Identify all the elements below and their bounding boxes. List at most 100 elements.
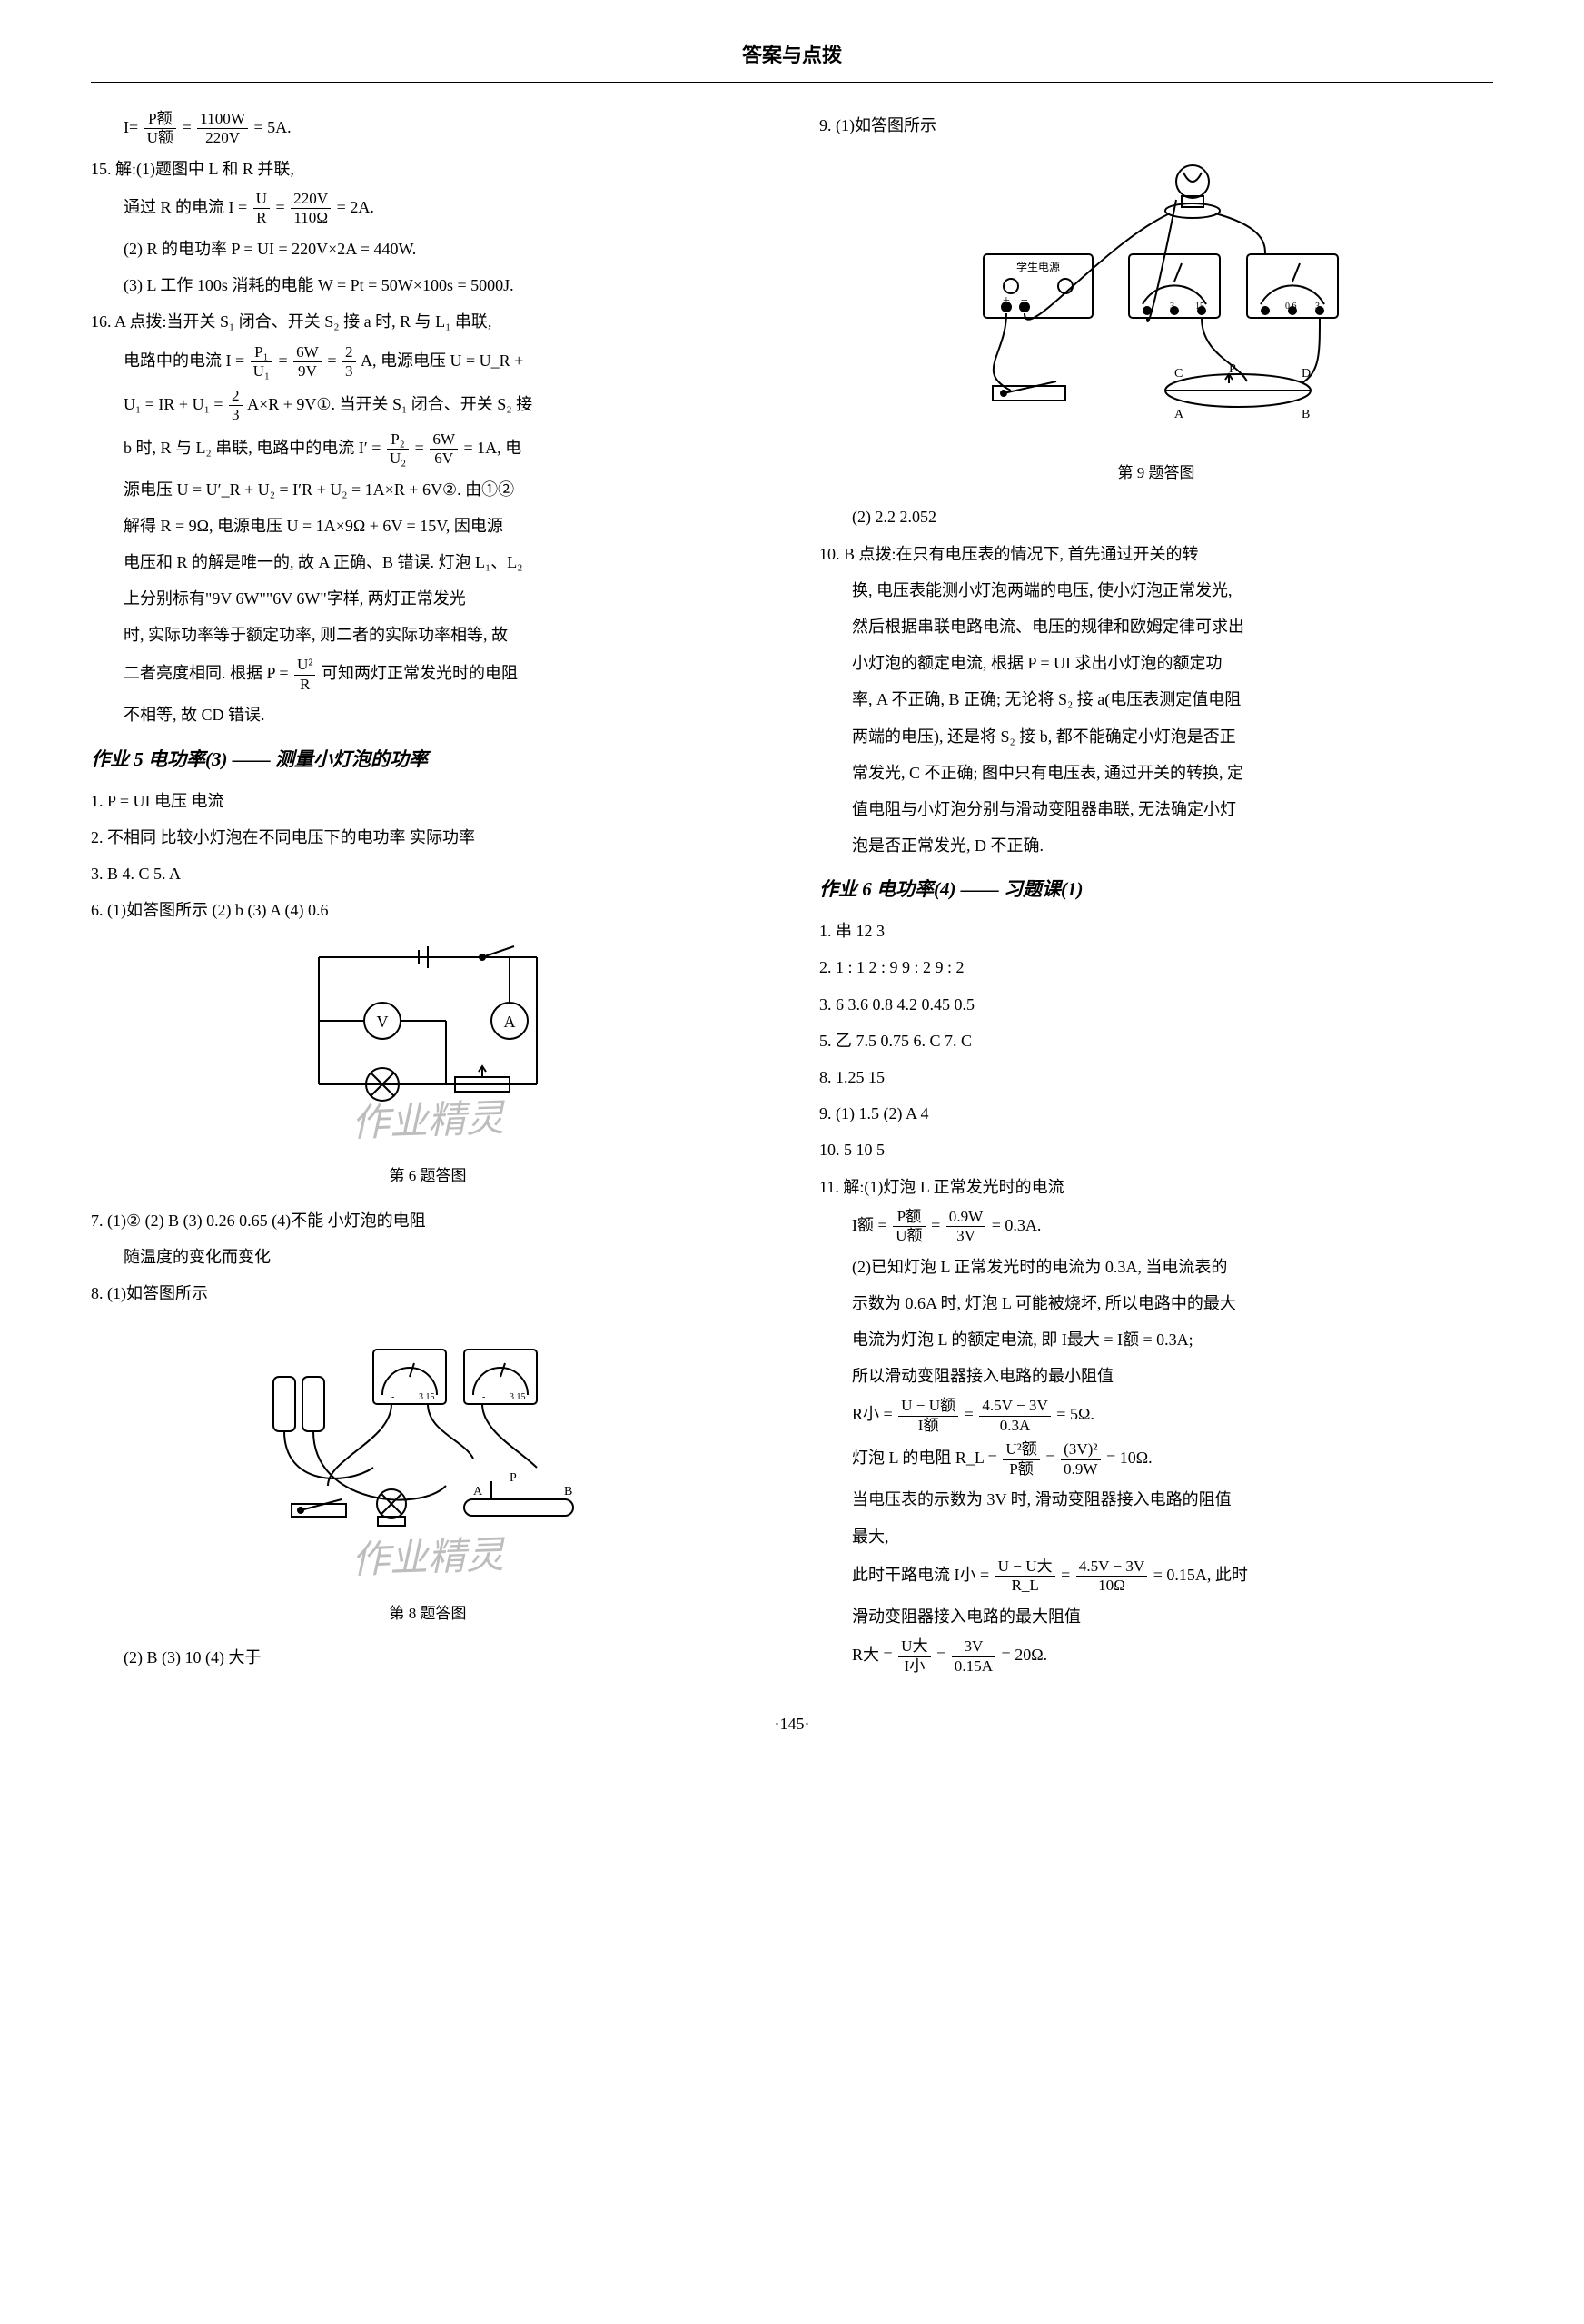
text: = (327, 351, 336, 370)
eq-line: b 时, R 与 L₂ 串联, 电路中的电流 I′ = P₂U₂ = 6W6V … (91, 430, 765, 469)
svg-text:B: B (564, 1485, 572, 1498)
fraction: 6W9V (293, 343, 322, 381)
text: = 5Ω. (1056, 1406, 1094, 1424)
item-10: 10. B 点拨:在只有电压表的情况下, 首先通过开关的转 (819, 539, 1493, 569)
text: 电路中的电流 I = (124, 351, 244, 370)
fraction: 3V0.15A (952, 1637, 995, 1676)
text-line: 泡是否正常发光, D 不正确. (819, 830, 1493, 861)
figure-8: - 3 15 - 3 15 (91, 1322, 765, 1628)
svg-text:D: D (1302, 367, 1311, 381)
text: R大 = (852, 1646, 893, 1664)
text-line: 所以滑动变阻器接入电路的最小阻值 (819, 1360, 1493, 1391)
hw6-item: 10. 5 10 5 (819, 1134, 1493, 1165)
text: A, 电源电压 U = U_R + (361, 351, 523, 370)
text-line: (2) B (3) 10 (4) 大于 (91, 1642, 765, 1673)
text: I= (124, 118, 138, 136)
two-column-layout: I= P额U额 = 1100W220V = 5A. 15. 解:(1)题图中 L… (91, 110, 1493, 1681)
eq-line: 通过 R 的电流 I = UR = 220V110Ω = 2A. (91, 190, 765, 228)
eq-line: 灯泡 L 的电阻 R_L = U²额P额 = (3V)²0.9W = 10Ω. (819, 1440, 1493, 1478)
hw5-item: 8. (1)如答图所示 (91, 1278, 765, 1309)
fraction: 0.9W3V (946, 1208, 986, 1246)
text-line: 最大, (819, 1521, 1493, 1552)
left-column: I= P额U额 = 1100W220V = 5A. 15. 解:(1)题图中 L… (91, 110, 765, 1681)
fraction: U大I小 (898, 1637, 930, 1676)
text-line: 值电阻与小灯泡分别与滑动变阻器串联, 无法确定小灯 (819, 794, 1493, 825)
svg-text:-: - (1263, 302, 1266, 312)
fraction: 4.5V − 3V10Ω (1076, 1558, 1147, 1596)
eq-line: U₁ = IR + U₁ = 23 A×R + 9V①. 当开关 S₁ 闭合、开… (91, 387, 765, 425)
text-line: 示数为 0.6A 时, 灯泡 L 可能被烧坏, 所以电路中的最大 (819, 1288, 1493, 1319)
text-line: 时, 实际功率等于额定功率, 则二者的实际功率相等, 故 (91, 619, 765, 650)
svg-text:学生电源: 学生电源 (1016, 260, 1060, 273)
text: = 2A. (337, 198, 374, 216)
eq-line: I= P额U额 = 1100W220V = 5A. (91, 110, 765, 148)
hw6-item: 11. 解:(1)灯泡 L 正常发光时的电流 (819, 1172, 1493, 1202)
fraction: P额U额 (144, 110, 176, 148)
text: = 0.3A. (992, 1216, 1042, 1234)
text-line: (2)已知灯泡 L 正常发光时的电流为 0.3A, 当电流表的 (819, 1251, 1493, 1282)
svg-text:0.6: 0.6 (1285, 302, 1297, 312)
text: 此时干路电流 I小 = (852, 1566, 989, 1584)
fraction: U − U额I额 (898, 1397, 958, 1435)
fraction: (3V)²0.9W (1061, 1440, 1101, 1478)
text: = (1061, 1566, 1070, 1584)
text: U₁ = IR + U₁ = (124, 395, 223, 413)
hw6-item: 8. 1.25 15 (819, 1062, 1493, 1093)
text: = (931, 1216, 940, 1234)
text: 可知两灯正常发光时的电阻 (322, 665, 518, 683)
text: I额 = (852, 1216, 887, 1234)
svg-text:A: A (473, 1485, 483, 1498)
page-number: ·145· (91, 1708, 1493, 1739)
text: = 5A. (253, 118, 291, 136)
svg-text:B: B (1302, 408, 1310, 421)
svg-text:−: − (1021, 294, 1028, 308)
text-line: 小灯泡的额定电流, 根据 P = UI 求出小灯泡的额定功 (819, 648, 1493, 678)
figure-caption: 第 6 题答图 (91, 1162, 765, 1191)
hw5-item: 3. B 4. C 5. A (91, 858, 765, 889)
eq-line: 电路中的电流 I = P₁U₁ = 6W9V = 23 A, 电源电压 U = … (91, 343, 765, 381)
right-column: 9. (1)如答图所示 学生电源 + − (819, 110, 1493, 1681)
text-line: 常发光, C 不正确; 图中只有电压表, 通过开关的转换, 定 (819, 757, 1493, 788)
svg-text:P: P (1229, 362, 1236, 376)
hw6-item: 3. 6 3.6 0.8 4.2 0.45 0.5 (819, 989, 1493, 1020)
text-line: 源电压 U = U′_R + U₂ = I′R + U₂ = 1A×R + 6V… (91, 474, 765, 505)
fraction: P₂U₂ (387, 430, 409, 469)
text-line: 率, A 不正确, B 正确; 无论将 S₂ 接 a(电压表测定值电阻 (819, 684, 1493, 715)
hw5-item: 7. (1)② (2) B (3) 0.26 0.65 (4)不能 小灯泡的电阻 (91, 1205, 765, 1236)
text-line: 不相等, 故 CD 错误. (91, 699, 765, 730)
fraction: P额U额 (893, 1208, 925, 1246)
text-line: 两端的电压), 还是将 S₂ 接 b, 都不能确定小灯泡是否正 (819, 721, 1493, 752)
text-line: 滑动变阻器接入电路的最大阻值 (819, 1601, 1493, 1632)
svg-text:V: V (377, 1013, 389, 1031)
eq-line: R小 = U − U额I额 = 4.5V − 3V0.3A = 5Ω. (819, 1397, 1493, 1435)
fraction: 1100W220V (197, 110, 248, 148)
text: = (183, 118, 192, 136)
figure-9: 学生电源 + − - 3 15 (819, 154, 1493, 488)
text: 灯泡 L 的电阻 R_L = (852, 1449, 997, 1468)
text-line: (3) L 工作 100s 消耗的电能 W = Pt = 50W×100s = … (91, 270, 765, 301)
text: b 时, R 与 L₂ 串联, 电路中的电流 I′ = (124, 439, 381, 457)
text-line: 电压和 R 的解是唯一的, 故 A 正确、B 错误. 灯泡 L₁、L₂ (91, 547, 765, 578)
text-line: 当电压表的示数为 3V 时, 滑动变阻器接入电路的阻值 (819, 1484, 1493, 1515)
fraction: U − U大R_L (995, 1558, 1055, 1596)
item-16: 16. A 点拨:当开关 S₁ 闭合、开关 S₂ 接 a 时, R 与 L₁ 串… (91, 306, 765, 337)
fraction: 220V110Ω (291, 190, 331, 228)
text: = (276, 198, 285, 216)
fraction: 4.5V − 3V0.3A (979, 1397, 1050, 1435)
text: = (278, 351, 287, 370)
page-header: 答案与点拨 (91, 36, 1493, 83)
hw5-title: 作业 5 电功率(3) —— 测量小灯泡的功率 (91, 742, 765, 778)
text-line: 随温度的变化而变化 (91, 1241, 765, 1272)
svg-text:15: 15 (1195, 302, 1204, 312)
hw5-item: 6. (1)如答图所示 (2) b (3) A (4) 0.6 (91, 895, 765, 925)
text: = 10Ω. (1106, 1449, 1153, 1468)
fraction: 6W6V (430, 430, 458, 469)
text: = (965, 1406, 974, 1424)
svg-text:P: P (510, 1471, 517, 1485)
circuit-diagram-icon: - 3 15 - 3 15 (237, 1322, 619, 1558)
text: R小 = (852, 1406, 893, 1424)
text: 二者亮度相同. 根据 P = (124, 665, 289, 683)
svg-text:-: - (482, 1392, 485, 1402)
hw6-item: 9. (1) 1.5 (2) A 4 (819, 1098, 1493, 1129)
figure-6: V A (91, 939, 765, 1191)
